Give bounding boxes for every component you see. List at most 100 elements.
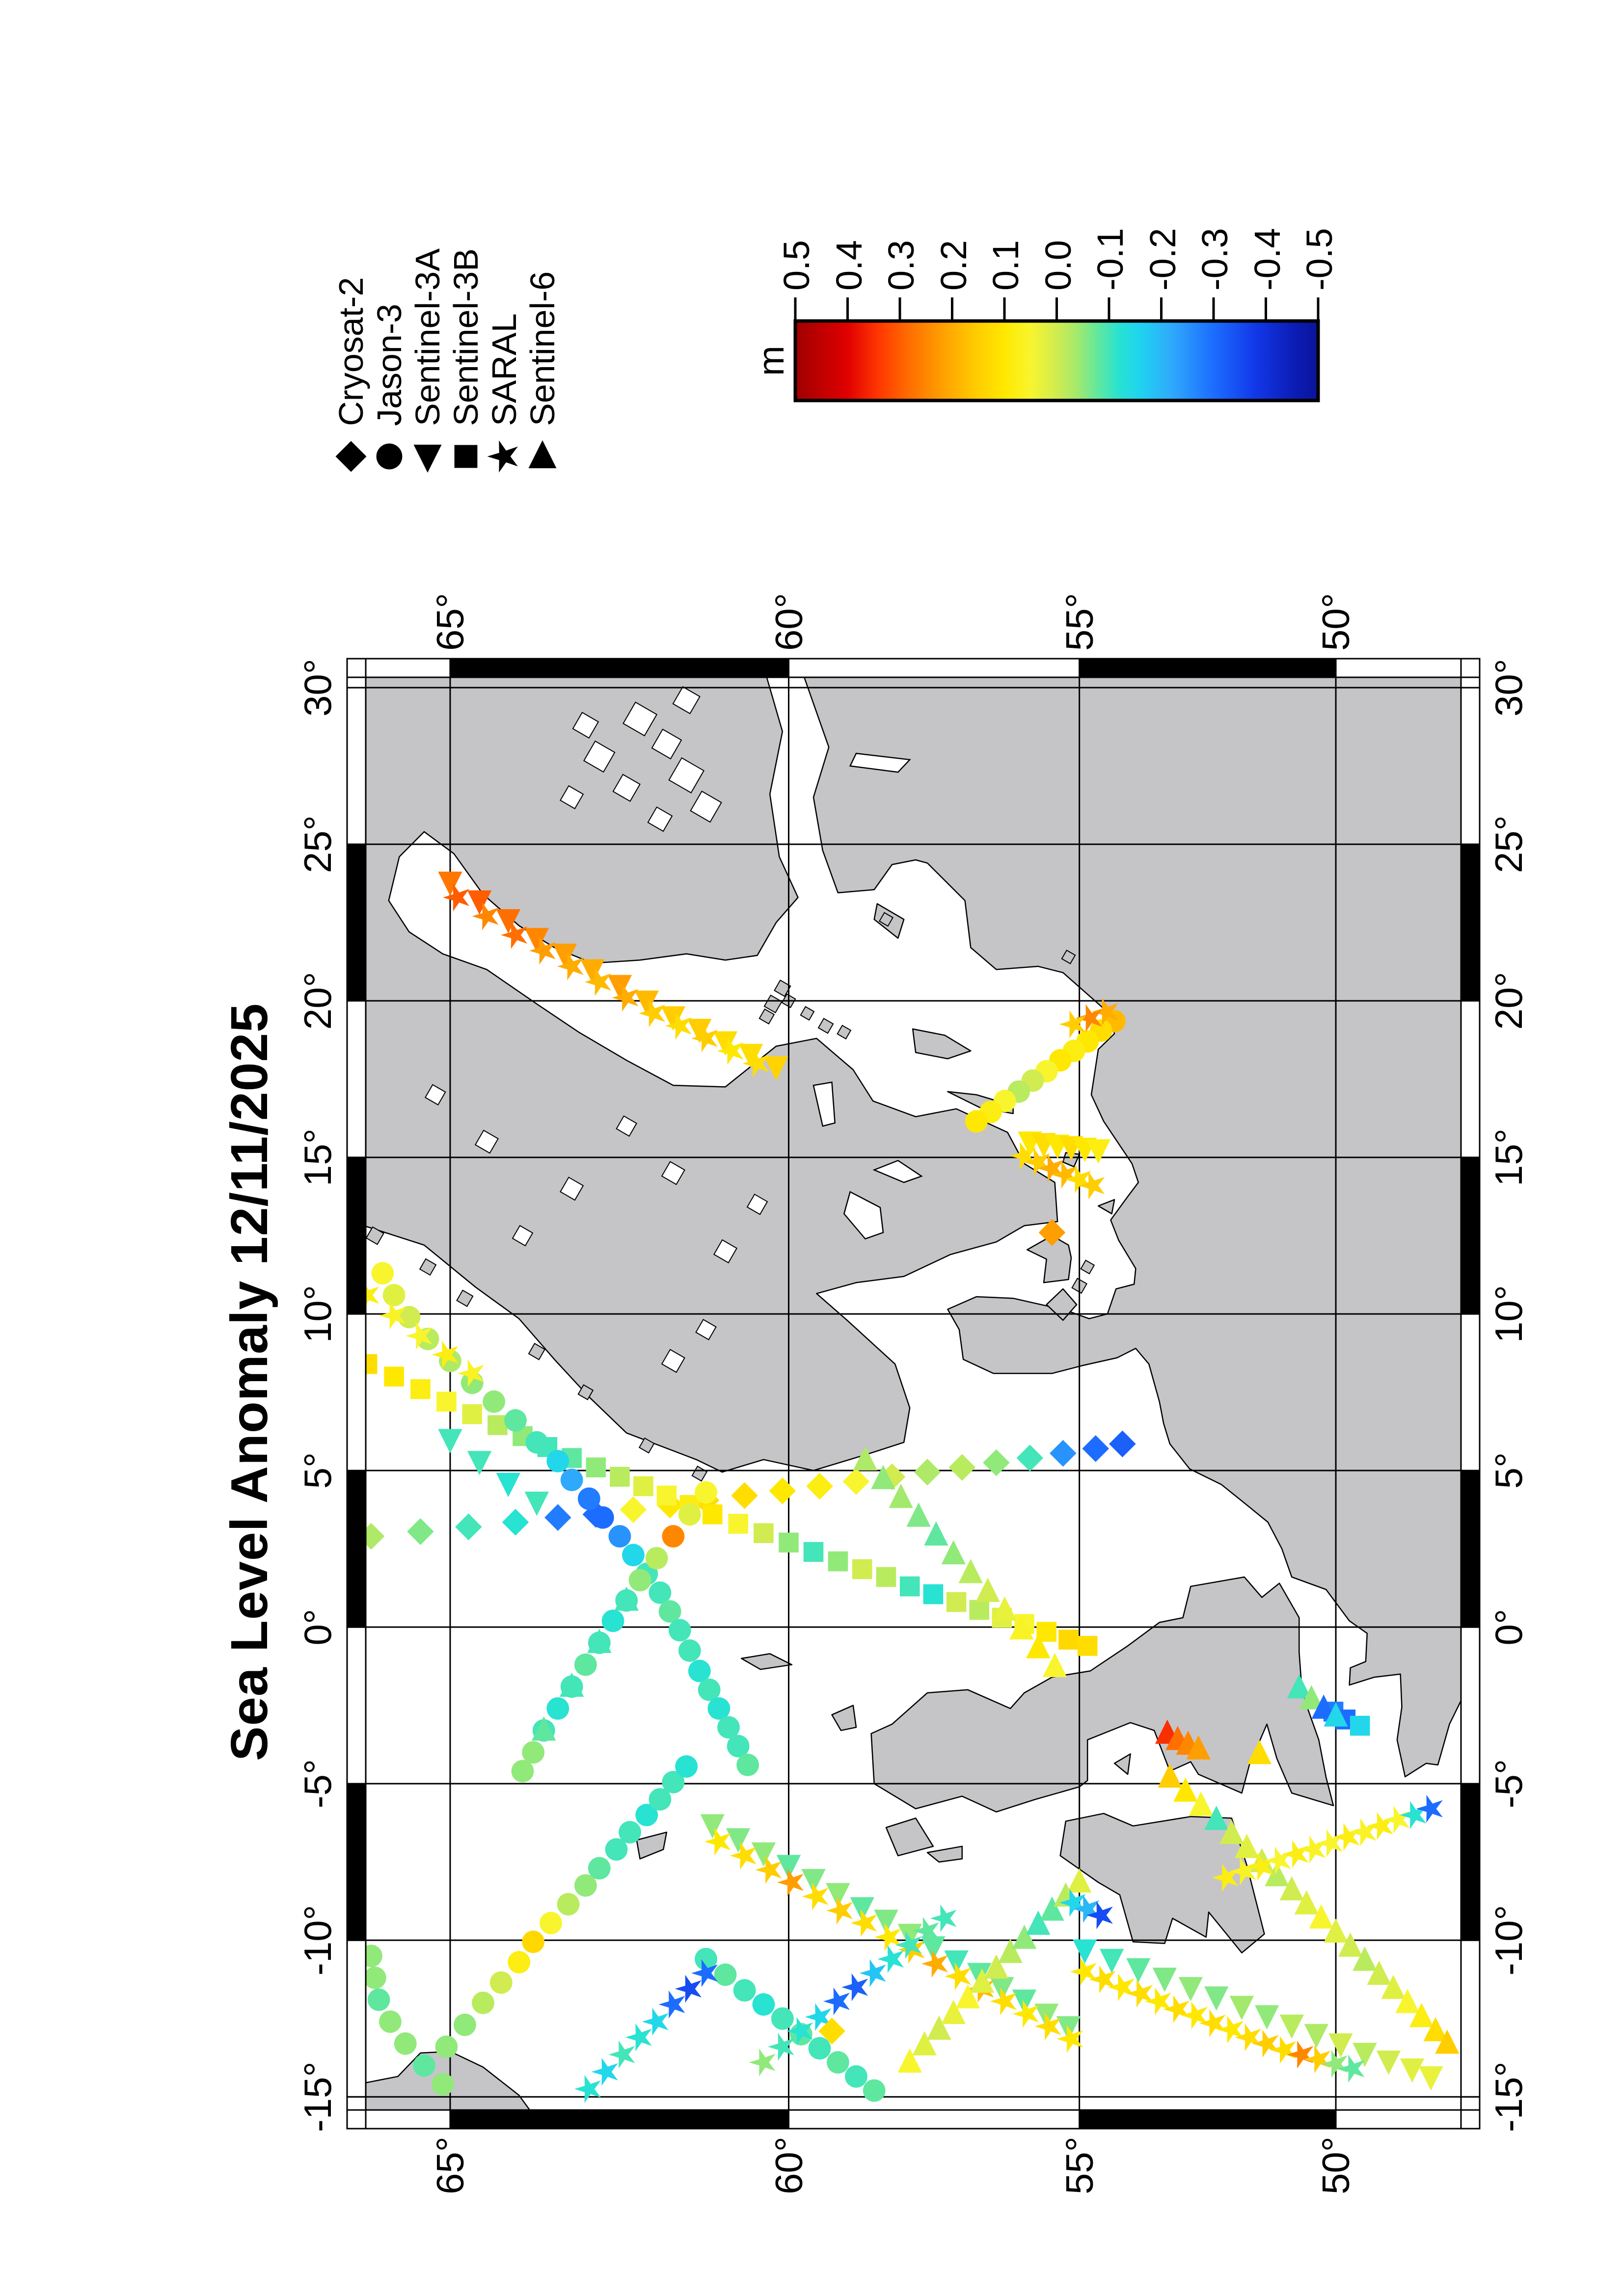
legend-item-jason-3: Jason-3 xyxy=(370,248,408,480)
frame-bottom-segment xyxy=(1460,1939,1481,2098)
track-point-cryosat-2 xyxy=(806,1472,833,1500)
track-point-sentinel-6 xyxy=(1294,1890,1319,1915)
track-point-sentinel-3a xyxy=(1126,1958,1151,1983)
track-point-saral xyxy=(608,2040,635,2069)
frame-top-segment xyxy=(346,1469,367,1628)
colorbar-tick-label: -0.4 xyxy=(1246,228,1288,291)
star-icon xyxy=(485,426,523,480)
frame-right-segment xyxy=(365,658,451,678)
track-point-sentinel-3b xyxy=(410,1379,431,1399)
frame-bottom-segment xyxy=(1460,676,1481,689)
islet-speck xyxy=(366,1226,384,1245)
frame-left-segment xyxy=(788,2109,1081,2130)
track-point-sentinel-3a xyxy=(944,1950,969,1975)
frame-bottom-segment xyxy=(1460,843,1481,1002)
islet-speck xyxy=(577,1384,594,1401)
lat-label-right-65: 65° xyxy=(428,593,472,651)
track-point-sentinel-6 xyxy=(984,1954,1009,1979)
track-point-saral xyxy=(406,1322,433,1350)
frame-corner xyxy=(346,658,367,678)
frame-top-segment xyxy=(346,2096,367,2111)
track-sentinel-6-30 xyxy=(1247,1739,1272,1764)
frame-left-segment xyxy=(449,2109,790,2130)
track-point-saral xyxy=(1383,1806,1410,1834)
track-point-sentinel-3a xyxy=(524,1492,549,1516)
track-point-saral xyxy=(1367,1812,1394,1840)
track-point-sentinel-6 xyxy=(1204,1805,1229,1830)
track-point-jason-3 xyxy=(827,2051,849,2074)
frame-top-segment xyxy=(346,687,367,845)
track-point-cryosat-2 xyxy=(818,2017,845,2045)
track-point-sentinel-6 xyxy=(958,1559,983,1583)
track-point-jason-3 xyxy=(965,1110,988,1133)
track-point-sentinel-3a xyxy=(1376,2051,1401,2075)
track-point-jason-3 xyxy=(435,2035,458,2058)
track-point-sentinel-3b xyxy=(656,1485,677,1506)
track-point-sentinel-6 xyxy=(1287,1674,1312,1699)
track-point-jason-3 xyxy=(454,2013,476,2036)
islet-speck xyxy=(638,1437,655,1454)
frame-bottom-segment xyxy=(1460,2096,1481,2111)
track-point-jason-3 xyxy=(695,1481,717,1504)
track-sentinel-6-12 xyxy=(532,1586,639,1741)
track-point-sentinel-6 xyxy=(1311,1694,1336,1719)
track-point-saral xyxy=(1056,2025,1083,2053)
track-point-saral xyxy=(457,1359,484,1388)
track-point-saral xyxy=(625,2023,652,2052)
track-point-sentinel-3a xyxy=(607,975,632,999)
track-point-sentinel-3a xyxy=(713,1031,738,1056)
track-point-sentinel-6 xyxy=(912,2031,937,2056)
track-point-saral xyxy=(895,1931,922,1959)
track-point-sentinel-6 xyxy=(927,2015,951,2040)
lake-speck xyxy=(512,1225,534,1247)
track-point-jason-3 xyxy=(771,2007,794,2030)
track-point-saral xyxy=(1023,1148,1050,1176)
track-point-sentinel-6 xyxy=(1026,1634,1051,1658)
track-point-saral xyxy=(1235,2023,1262,2052)
track-point-sentinel-6 xyxy=(941,2000,966,2024)
track-point-jason-3 xyxy=(698,1678,721,1701)
lon-label-bottom-5: 5° xyxy=(1487,1452,1530,1489)
track-point-jason-3 xyxy=(472,1991,494,2014)
track-point-saral xyxy=(1070,1957,1097,1986)
track-point-jason-3 xyxy=(668,1619,691,1642)
track-point-jason-3 xyxy=(752,1993,775,2016)
track-point-jason-3 xyxy=(508,1950,531,1974)
track-point-sentinel-3a xyxy=(1352,2043,1377,2067)
lon-label-top-5: 5° xyxy=(296,1452,339,1489)
track-point-sentinel-6 xyxy=(998,1939,1023,1963)
track-point-sentinel-6 xyxy=(1409,2002,1434,2028)
land-orkney xyxy=(831,1705,857,1731)
lake-speck xyxy=(651,728,682,760)
track-point-sentinel-6 xyxy=(532,1716,556,1741)
track-point-saral xyxy=(642,2007,669,2036)
colorbar-tick-label: -0.3 xyxy=(1194,228,1235,291)
legend-label: Cryosat-2 xyxy=(332,277,370,426)
colorbar-tick-label: -0.2 xyxy=(1142,228,1183,291)
track-point-sentinel-3a xyxy=(1152,1967,1177,1992)
track-point-sentinel-3a xyxy=(1418,2066,1443,2091)
track-point-jason-3 xyxy=(645,1547,668,1570)
track-sentinel-6-9 xyxy=(853,1446,1067,1677)
track-point-jason-3 xyxy=(717,1716,740,1739)
track-point-sentinel-3a xyxy=(1086,1139,1110,1164)
track-point-saral xyxy=(1051,1160,1078,1189)
track-point-sentinel-3a xyxy=(1279,2014,1304,2039)
frame-top-segment xyxy=(346,1626,367,1785)
track-point-jason-3 xyxy=(522,1930,545,1953)
track-point-sentinel-3b xyxy=(899,1576,920,1597)
track-point-saral xyxy=(1009,1142,1036,1170)
lake-speck xyxy=(661,1349,685,1373)
colorbar-tick-label: 0.0 xyxy=(1037,240,1079,291)
track-point-jason-3 xyxy=(863,2079,886,2102)
track-point-sentinel-3a xyxy=(524,928,549,953)
track-point-saral xyxy=(1126,1979,1153,2008)
lake-speck xyxy=(616,1115,638,1137)
track-point-jason-3 xyxy=(622,1544,645,1567)
lake-speck xyxy=(647,806,673,832)
lon-label-bottom-20: 20° xyxy=(1487,972,1530,1030)
track-point-jason-3 xyxy=(688,1659,711,1682)
track-point-sentinel-3a xyxy=(738,1043,763,1068)
track-point-jason-3 xyxy=(588,1857,611,1880)
